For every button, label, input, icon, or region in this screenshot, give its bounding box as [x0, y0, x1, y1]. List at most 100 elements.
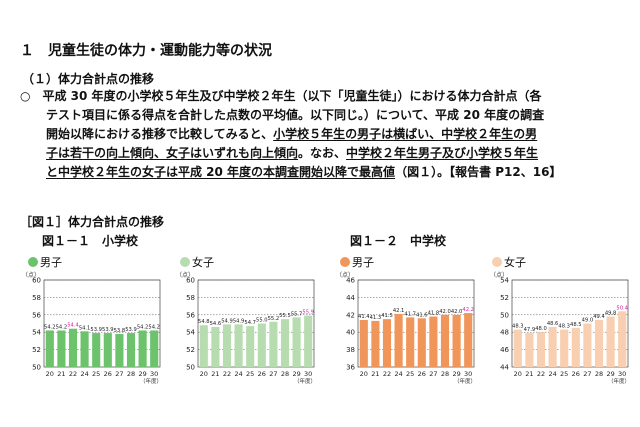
y-tick-label: 42	[346, 311, 355, 319]
plot-frame	[357, 279, 475, 368]
summary-paragraph: ○ 平成 30 年度の小学校５年生及び中学校２年生（以下「児童生徒」）における体…	[20, 87, 632, 182]
paragraph-text: 。なお、	[298, 146, 347, 160]
data-label: 53.9	[125, 327, 137, 333]
legend-label: 男子	[40, 256, 62, 269]
data-label: 53.8	[114, 328, 126, 334]
bar	[269, 321, 278, 367]
y-tick-label: 58	[32, 294, 41, 302]
bar	[115, 333, 124, 367]
bar	[513, 329, 522, 367]
x-tick-label: 22	[383, 370, 391, 378]
bar	[548, 326, 557, 367]
x-tick-label: 27	[115, 370, 123, 378]
x-axis-unit-label: （年度）	[294, 377, 316, 385]
data-label: 49.0	[582, 318, 594, 324]
bar	[304, 315, 313, 367]
y-tick-label: 52	[32, 346, 41, 354]
x-tick-label: 29	[138, 370, 146, 378]
chart-elementary-boys: （点） 50 52 54 56 58 60 54.2 20 54.2 21 54.4 22 54.1 24 5…	[22, 271, 162, 385]
paragraph-text: 開始以降における推移で比較してみると、	[46, 127, 274, 141]
x-tick-label: 25	[406, 370, 414, 378]
data-label: 53.9	[90, 327, 102, 333]
x-tick-label: 26	[418, 370, 426, 378]
data-label: 41.3	[370, 315, 382, 321]
x-tick-label: 27	[583, 370, 591, 378]
paragraph-line-2: テスト項目に係る得点を合計した点数の平均値。以下同じ。）について、平成 20 年…	[46, 108, 545, 122]
y-tick-label: 60	[186, 277, 195, 285]
bar	[371, 320, 380, 367]
bar	[222, 324, 232, 367]
bar	[594, 320, 604, 367]
x-axis-unit-label: （年度）	[140, 377, 162, 385]
bar	[80, 331, 89, 367]
y-tick-label: 50	[32, 364, 41, 372]
bar	[571, 327, 580, 367]
bar	[280, 319, 290, 367]
x-tick-label: 28	[127, 370, 135, 378]
bar	[464, 313, 473, 367]
y-axis-unit-label: （点）	[490, 271, 508, 279]
data-label: 54.2	[148, 324, 160, 330]
underlined-text: 子は若干の向上傾向、女子はいずれも向上傾向	[46, 146, 299, 160]
bar	[126, 333, 136, 367]
legend-marker	[28, 257, 38, 267]
data-label: 54.1	[79, 325, 91, 331]
data-label: 41.7	[404, 311, 416, 317]
bar	[618, 311, 627, 367]
data-label: 41.6	[416, 312, 428, 318]
chart-junior-high-girls: （点） 44 46 48 50 52 54 48.3 20 47.9 21 48.0 22 48.6 24 4…	[490, 271, 630, 385]
x-tick-label: 29	[606, 370, 614, 378]
legend-marker	[340, 257, 350, 267]
bar	[429, 316, 438, 367]
x-tick-label: 28	[595, 370, 603, 378]
data-label: 50.4	[616, 305, 628, 311]
data-label: 48.0	[535, 326, 547, 332]
legend-marker	[180, 257, 190, 267]
data-label: 55.0	[256, 318, 268, 324]
y-tick-label: 46	[346, 277, 355, 285]
y-tick-label: 56	[32, 311, 41, 319]
bar	[583, 323, 592, 367]
data-label: 41.8	[428, 311, 440, 317]
y-tick-label: 58	[186, 294, 195, 302]
data-label: 42.0	[439, 309, 451, 315]
x-tick-label: 20	[360, 370, 368, 378]
data-label: 54.2	[137, 324, 149, 330]
y-tick-label: 38	[346, 346, 355, 354]
bar	[257, 323, 266, 367]
y-tick-label: 50	[186, 364, 195, 372]
bar	[68, 328, 78, 367]
x-tick-label: 22	[537, 370, 545, 378]
x-tick-label: 30	[304, 370, 312, 378]
x-tick-label: 29	[452, 370, 460, 378]
x-tick-label: 22	[69, 370, 77, 378]
y-tick-label: 52	[186, 346, 195, 354]
bar	[57, 330, 66, 367]
legend-label: 女子	[192, 256, 214, 269]
bar	[406, 317, 415, 367]
x-tick-label: 21	[211, 370, 219, 378]
bar	[452, 314, 461, 367]
y-tick-label: 52	[500, 294, 509, 302]
y-tick-label: 60	[32, 277, 41, 285]
bar	[246, 326, 255, 367]
legend-junior-high-girls: 女子	[492, 254, 526, 270]
x-tick-label: 24	[80, 370, 88, 378]
subfigure-title-junior-high: 図１－２ 中学校	[350, 234, 447, 248]
bar	[138, 330, 147, 367]
bar	[211, 326, 220, 367]
y-axis-unit-label: （点）	[22, 271, 40, 279]
x-tick-label: 25	[560, 370, 568, 378]
chart-junior-high-boys: （点） 36 38 40 42 44 46 41.4 20 41.3 21 41.5 22 42.1 24 4…	[336, 271, 476, 385]
legend-elementary-boys: 男子	[28, 254, 62, 270]
y-tick-label: 46	[500, 346, 509, 354]
data-label: 54.7	[244, 320, 256, 326]
x-tick-label: 24	[394, 370, 402, 378]
data-label: 54.9	[221, 318, 233, 324]
x-tick-label: 21	[57, 370, 65, 378]
x-tick-label: 28	[281, 370, 289, 378]
x-axis-unit-label: （年度）	[608, 377, 630, 385]
paragraph-line-5: と中学校２年生の女子は平成 20 年度の本調査開始以降で最高値（図１）。【報告書…	[20, 163, 632, 182]
x-tick-label: 26	[104, 370, 112, 378]
bar	[359, 320, 368, 367]
